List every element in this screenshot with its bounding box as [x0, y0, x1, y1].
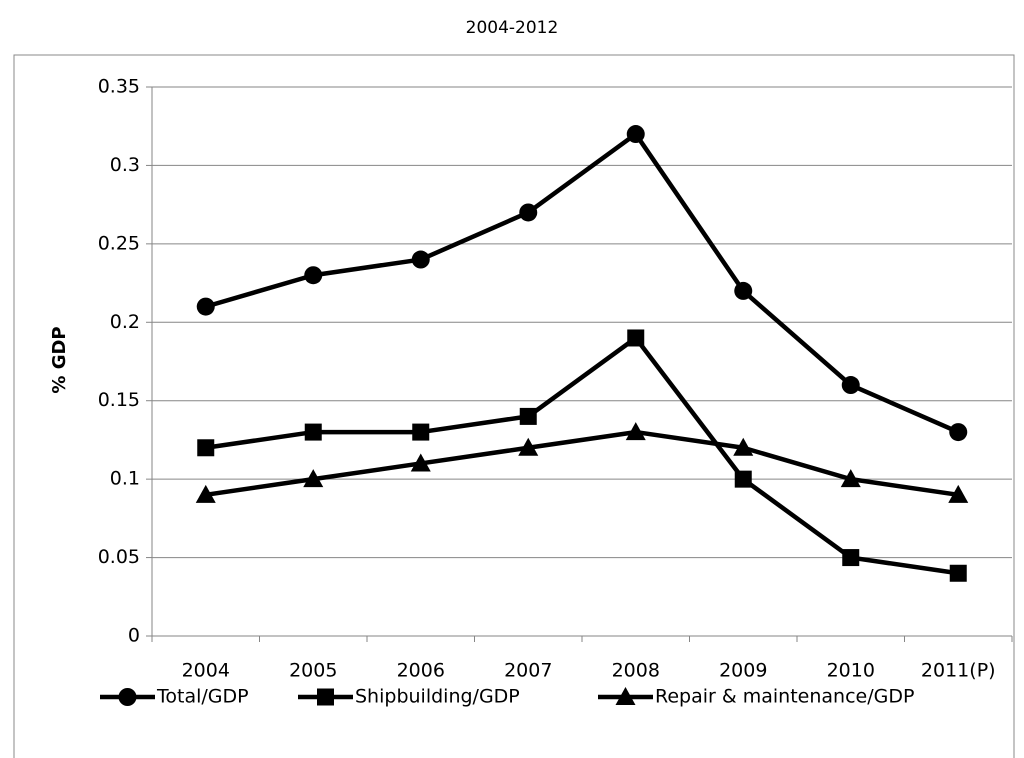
point	[518, 437, 539, 456]
point	[519, 407, 537, 425]
x-tick-label: 2009	[719, 660, 767, 682]
x-tick-label: 2007	[504, 660, 552, 682]
series-line	[205, 429, 959, 498]
series-line	[205, 335, 959, 576]
point	[625, 422, 646, 441]
point	[304, 266, 323, 285]
point	[948, 484, 969, 503]
point	[303, 469, 324, 488]
y-tick-label: 0.35	[98, 76, 140, 98]
point	[196, 297, 215, 316]
series-line	[205, 131, 960, 435]
legend-marker	[317, 688, 334, 706]
point	[626, 125, 645, 144]
x-tick-label: 2010	[827, 660, 875, 682]
legend-marker	[615, 687, 636, 705]
point	[195, 484, 216, 503]
point	[841, 376, 860, 395]
x-tick-label: 2011(P)	[921, 660, 996, 682]
point	[842, 549, 860, 567]
point	[734, 470, 752, 488]
y-tick-label: 0.3	[110, 154, 140, 176]
chart-title: 2004-2012	[466, 18, 559, 38]
legend-label: Shipbuilding/GDP	[355, 686, 520, 708]
point	[627, 329, 645, 347]
point	[410, 453, 431, 472]
y-tick-label: 0.05	[98, 546, 140, 568]
legend-label: Total/GDP	[156, 686, 249, 708]
legend-marker	[118, 688, 137, 706]
x-tick-label: 2006	[397, 660, 445, 682]
point	[519, 203, 538, 222]
y-tick-label: 0.15	[98, 389, 140, 411]
point	[304, 423, 322, 441]
point	[412, 423, 430, 441]
y-tick-label: 0.25	[98, 232, 140, 254]
point	[411, 250, 430, 269]
y-tick-label: 0.2	[110, 311, 140, 333]
y-axis-label: % GDP	[49, 326, 70, 393]
y-tick-label: 0	[128, 625, 140, 647]
point	[949, 564, 967, 582]
x-tick-label: 2005	[289, 660, 337, 682]
point	[840, 469, 861, 488]
point	[949, 423, 968, 442]
y-tick-label: 0.1	[110, 468, 140, 490]
chart-border	[13, 54, 1015, 758]
x-tick-label: 2008	[612, 660, 660, 682]
x-tick-label: 2004	[182, 660, 230, 682]
point	[197, 439, 215, 457]
point	[733, 437, 754, 456]
legend-label: Repair & maintenance/GDP	[655, 686, 914, 708]
point	[734, 281, 753, 300]
